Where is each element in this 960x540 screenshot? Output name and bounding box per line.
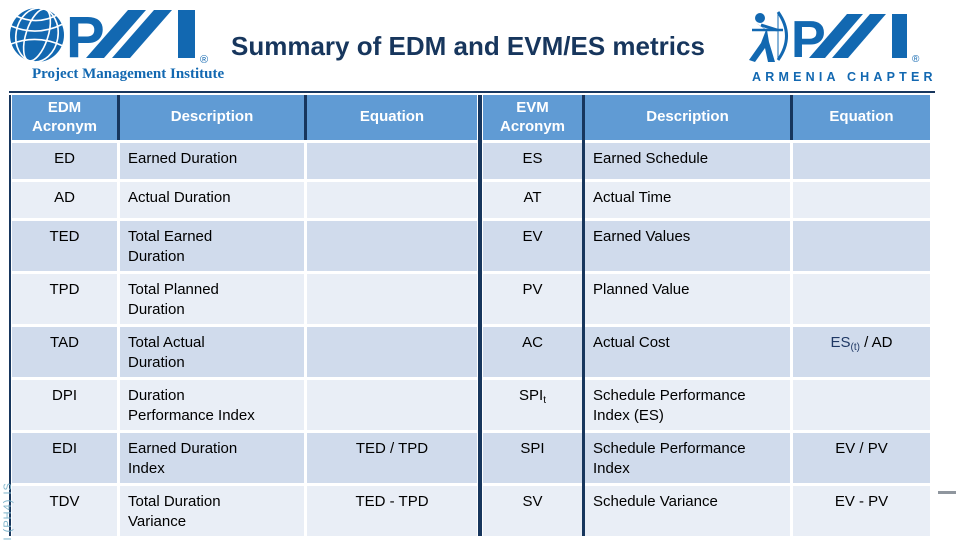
acronym-cell: DPI	[12, 380, 117, 430]
acronym-cell: TPD	[12, 274, 117, 324]
table-top-border	[9, 91, 935, 93]
equation-cell	[793, 274, 930, 324]
page-title: Summary of EDM and EVM/ES metrics	[231, 31, 705, 61]
equation-cell	[307, 182, 477, 218]
description-cell: Schedule Performance Index	[585, 433, 790, 483]
equation-cell	[793, 182, 930, 218]
svg-text:P: P	[791, 11, 826, 64]
pmi-logo: P ®	[8, 5, 238, 70]
acronym-cell: SPIt	[483, 380, 582, 430]
edm-metrics-table: EDM Acronym Description Equation ED Earned D…	[12, 95, 477, 536]
pmi-logo-icon: P ®	[10, 5, 208, 70]
svg-text:P: P	[66, 6, 105, 64]
description-cell: Actual Cost	[585, 327, 790, 377]
acronym-cell: TED	[12, 221, 117, 271]
pmi-logo-name: Project Management Institute	[32, 66, 225, 82]
acronym-cell: EDI	[12, 433, 117, 483]
header-separator	[790, 95, 793, 140]
globe-icon	[10, 7, 64, 63]
header-separator	[117, 95, 120, 140]
equation-cell	[307, 274, 477, 324]
acronym-cell: ES	[483, 143, 582, 179]
evm-metrics-table: EVM Acronym Description Equation ES Earned S…	[483, 95, 930, 536]
description-cell: Schedule Variance	[585, 486, 790, 536]
equation-cell: EV - PV	[793, 486, 930, 536]
description-cell: Earned Values	[585, 221, 790, 271]
table-divider	[478, 95, 482, 536]
acronym-cell: AD	[12, 182, 117, 218]
equation-cell: TED - TPD	[307, 486, 477, 536]
acronym-cell: TAD	[12, 327, 117, 377]
equation-cell	[793, 143, 930, 179]
description-cell: Total Earned Duration	[120, 221, 304, 271]
acronym-cell: TDV	[12, 486, 117, 536]
side-watermark: GI (PH4) IS	[2, 482, 14, 540]
edge-dash	[938, 491, 956, 494]
equation-cell	[793, 221, 930, 271]
equation-cell: EV / PV	[793, 433, 930, 483]
description-cell: Duration Performance Index	[120, 380, 304, 430]
description-cell: Schedule Performance Index (ES)	[585, 380, 790, 430]
registered-mark: ®	[912, 54, 920, 64]
evm-acronym-column-border	[582, 95, 585, 536]
description-cell: Planned Value	[585, 274, 790, 324]
equation-cell: ES(t) / AD	[793, 327, 930, 377]
armenia-chapter-logo: P ®	[737, 10, 937, 69]
equation-cell	[307, 143, 477, 179]
acronym-cell: EV	[483, 221, 582, 271]
column-header: Description	[585, 95, 790, 140]
pmi-lettermark-icon: P ®	[66, 5, 208, 70]
equation-cell: TED / TPD	[307, 433, 477, 483]
equation-cell	[793, 380, 930, 430]
registered-mark: ®	[200, 54, 208, 64]
description-cell: Total Duration Variance	[120, 486, 304, 536]
equation-cell	[307, 380, 477, 430]
pmi-lettermark-icon: P ®	[791, 11, 920, 69]
acronym-cell: SV	[483, 486, 582, 536]
column-header: Equation	[793, 95, 930, 140]
description-cell: Earned Schedule	[585, 143, 790, 179]
column-header: EDM Acronym	[12, 95, 117, 140]
equation-cell	[307, 327, 477, 377]
description-cell: Total Planned Duration	[120, 274, 304, 324]
table-left-border	[9, 95, 11, 536]
acronym-cell: PV	[483, 274, 582, 324]
column-header: Description	[120, 95, 304, 140]
acronym-cell: AC	[483, 327, 582, 377]
equation-cell	[307, 221, 477, 271]
column-header: Equation	[307, 95, 477, 140]
acronym-cell: SPI	[483, 433, 582, 483]
description-cell: Earned Duration Index	[120, 433, 304, 483]
column-header: EVM Acronym	[483, 95, 582, 140]
acronym-cell: AT	[483, 182, 582, 218]
description-cell: Total Actual Duration	[120, 327, 304, 377]
description-cell: Actual Duration	[120, 182, 304, 218]
header-separator	[304, 95, 307, 140]
description-cell: Earned Duration	[120, 143, 304, 179]
archer-icon	[749, 11, 788, 62]
acronym-cell: ED	[12, 143, 117, 179]
armenia-chapter-name: ARMENIA CHAPTER	[752, 70, 937, 84]
armenia-logo-icon: P ®	[749, 11, 920, 69]
description-cell: Actual Time	[585, 182, 790, 218]
